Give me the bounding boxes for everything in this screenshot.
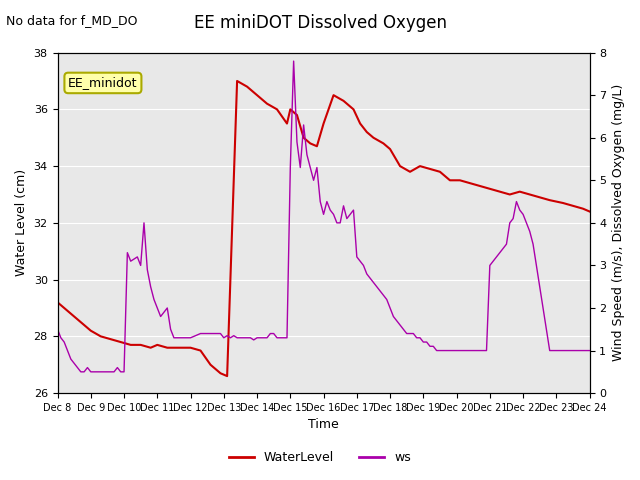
ws: [337, 220, 344, 226]
Y-axis label: Wind Speed (m/s), Dissolved Oxygen (mg/L): Wind Speed (m/s), Dissolved Oxygen (mg/L…: [612, 84, 625, 361]
Text: EE miniDOT Dissolved Oxygen: EE miniDOT Dissolved Oxygen: [193, 14, 447, 33]
Legend: WaterLevel, ws: WaterLevel, ws: [224, 446, 416, 469]
ws: [443, 348, 451, 353]
WaterLevel: [70, 313, 78, 319]
X-axis label: Time: Time: [308, 419, 339, 432]
WaterLevel: [107, 336, 115, 342]
WaterLevel: [137, 342, 145, 348]
WaterLevel: [233, 78, 241, 84]
ws: [586, 348, 593, 353]
ws: [582, 348, 590, 353]
ws: [396, 322, 404, 328]
ws: [266, 331, 274, 336]
WaterLevel: [586, 209, 593, 215]
ws: [54, 326, 61, 332]
WaterLevel: [223, 373, 231, 379]
Y-axis label: Water Level (cm): Water Level (cm): [15, 169, 28, 276]
ws: [77, 369, 84, 375]
Line: ws: ws: [58, 61, 589, 372]
Line: WaterLevel: WaterLevel: [58, 81, 589, 376]
ws: [410, 331, 417, 336]
WaterLevel: [446, 178, 454, 183]
ws: [290, 58, 298, 64]
Text: EE_minidot: EE_minidot: [68, 76, 138, 89]
Text: No data for f_MD_DO: No data for f_MD_DO: [6, 14, 138, 27]
WaterLevel: [54, 300, 61, 305]
WaterLevel: [196, 348, 204, 353]
WaterLevel: [340, 98, 348, 104]
